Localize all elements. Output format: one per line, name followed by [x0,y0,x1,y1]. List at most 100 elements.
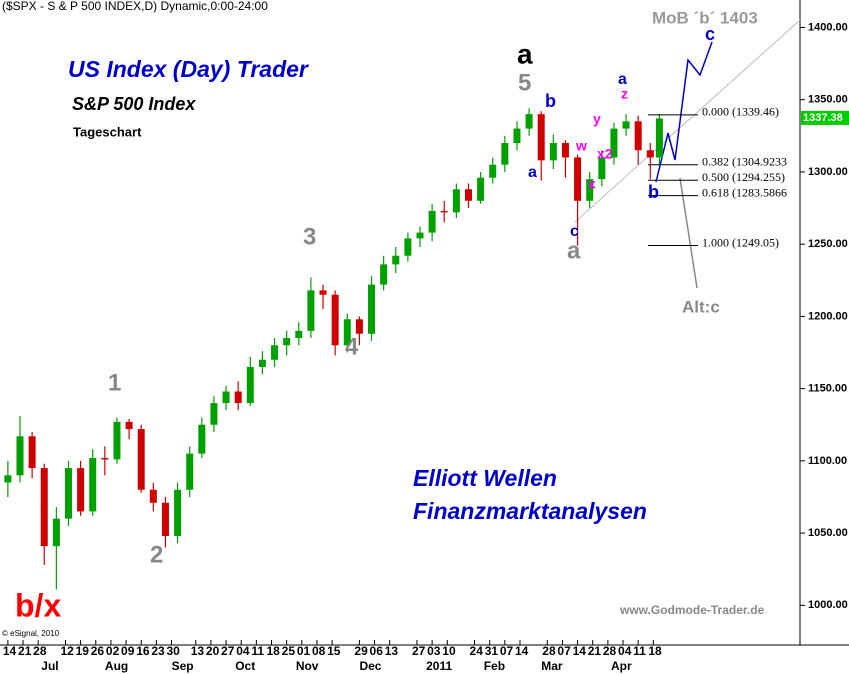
fib-label: 0.500 (1294.255) [702,170,785,184]
candle-body [89,457,97,512]
wave-label: a [567,237,581,264]
candle-body [271,345,279,360]
y-tick-label: 1150.00 [808,383,847,395]
candle-body [392,255,400,265]
candle-body [525,114,533,129]
candle-body [307,290,315,331]
x-tick-label: 09 [121,644,135,658]
x-tick-label: 30 [167,644,181,658]
candle-body [198,424,206,454]
x-tick-label: 29 [354,644,368,658]
fib-label: 1.000 (1249.05) [702,235,779,249]
wave-label: a [517,38,533,69]
candle-body [28,436,36,469]
candle-body [343,319,351,346]
wave-label: MoB ´b´ 1403 [652,8,758,27]
y-tick-label: 1000.00 [808,599,848,611]
candle-body [416,232,424,239]
candle-body [428,210,436,233]
headline: US Index (Day) Trader [68,56,309,82]
candle-body [234,391,242,404]
last-price-label: 1337.38 [803,112,843,124]
candle-body [331,294,339,346]
x-tick-label: 11 [251,644,264,658]
x-tick-label: 27 [221,644,235,658]
candle-body [561,143,569,158]
candle-body [489,164,497,178]
x-tick-label: 28 [603,644,617,658]
fib-label: 0.000 (1339.46) [702,105,779,119]
candle-body [610,128,618,158]
candle-body [161,502,169,536]
wave-label: z [621,86,628,102]
candle-body [634,121,642,151]
x-tick-label: 13 [385,644,399,658]
candle-body [149,489,157,503]
x-tick-label: 26 [91,644,105,658]
candle-body [283,338,291,346]
candle-body [549,143,557,161]
alt-arrow [679,177,698,289]
y-tick-label: 1300.00 [808,166,848,178]
wave-label: 1 [108,369,121,396]
x-tick-label: 14 [515,644,529,658]
candle-body [16,436,24,476]
x-tick-label: 21 [18,644,32,658]
wave-label: c [705,24,715,44]
candle-body [210,403,218,425]
x-tick-label: 13 [191,644,205,658]
candle-body [464,189,472,201]
x-tick-label: 24 [470,644,484,658]
wave-label: b [545,91,556,111]
candle-body [655,118,663,158]
month-label: Apr [611,659,632,673]
x-tick-label: 18 [267,644,281,658]
chart-title: ($SPX - S & P 500 INDEX,D) Dynamic,0:00-… [2,0,268,13]
last-price-box [801,110,849,125]
candle-body [598,157,606,180]
x-tick-label: 14 [573,644,587,658]
footer-line: Finanzmarktanalysen [413,498,647,524]
wave-label: b/x [15,587,61,623]
wave-label: x2 [597,146,613,162]
subtitle: S&P 500 Index [72,94,196,114]
x-tick-label: 19 [76,644,90,658]
candle-body [174,489,182,536]
x-tick-label: 28 [33,644,47,658]
candle-body [501,143,509,165]
copyright: © eSignal, 2010 [2,629,60,638]
x-tick-label: 04 [236,644,250,658]
month-label: Feb [484,659,505,673]
source: www.Godmode-Trader.de [619,603,765,617]
candle-body [622,121,630,129]
y-tick-label: 1100.00 [808,455,847,467]
x-tick-label: 06 [370,644,384,658]
candle-body [137,429,145,490]
candle-body [4,475,12,483]
wave-label: c [570,223,579,240]
candle-body [574,157,582,201]
candle-body [101,457,109,460]
wave-label: y [593,111,601,127]
footer-line: Elliott Wellen [413,465,557,491]
candle-body [368,284,376,334]
x-tick-label: 18 [648,644,662,658]
candle-body [319,290,327,295]
x-tick-label: 10 [442,644,456,658]
x-tick-label: 14 [3,644,17,658]
candle-body [440,210,448,213]
candle-body [586,179,594,201]
wave-label: 2 [150,541,163,568]
candle-body [513,128,521,144]
x-tick-label: 01 [297,644,311,658]
x-tick-label: 07 [500,644,514,658]
y-tick-label: 1200.00 [808,310,848,322]
x-tick-label: 07 [557,644,571,658]
candle-body [355,319,363,334]
x-tick-label: 21 [588,644,602,658]
trend-line [574,19,801,223]
candle-body [125,421,133,430]
wave-label: x [588,176,596,192]
